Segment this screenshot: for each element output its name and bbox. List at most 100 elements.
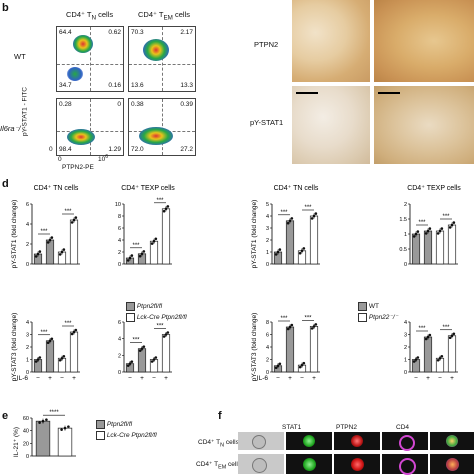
chart-ylabel: pY-STAT1 (fold change) — [251, 200, 258, 269]
cell-col-title-stat1: STAT1 — [282, 424, 302, 431]
bar — [423, 230, 433, 265]
data-point — [290, 323, 294, 327]
flow-plot-il6ra-tn: 0.28 0 98.4 1.29 — [56, 98, 124, 156]
chart-title: CD4⁺ TEXP cells — [121, 185, 175, 192]
y-tick-label: 3 — [266, 226, 269, 232]
data-point — [274, 366, 278, 370]
quadrant-value: 0.62 — [108, 29, 121, 36]
y-tick-label: 0 — [26, 454, 29, 460]
y-tick-label: 3 — [26, 333, 29, 339]
y-tick-label: 60 — [23, 416, 29, 422]
data-point — [60, 428, 63, 431]
chart-title: CD4⁺ TN cells — [274, 185, 319, 192]
data-point — [50, 337, 54, 341]
y-tick-label: 2 — [118, 353, 121, 359]
panel-b-label: b — [2, 2, 9, 14]
flow-plot-wt-tn: 64.4 0.62 34.7 0.16 — [56, 26, 124, 92]
data-point — [448, 226, 452, 229]
data-point — [290, 217, 294, 220]
flow-plot-il6ra-tem: 0.38 0.39 72.0 27.2 — [128, 98, 196, 156]
quadrant-value: 0.39 — [180, 101, 193, 108]
cell-image-ptpn2 — [334, 432, 380, 450]
y-tick-label: 5 — [266, 202, 269, 208]
y-tick-label: 1.5 — [399, 217, 407, 223]
bar — [309, 215, 319, 265]
sig-stars: *** — [442, 214, 450, 220]
quadrant-value: 98.4 — [59, 146, 72, 153]
data-point — [67, 425, 70, 428]
y-tick-label: 1 — [26, 358, 29, 364]
data-point — [166, 205, 170, 208]
y-tick-label: 4 — [118, 337, 121, 343]
cell-image-ptpn2 — [334, 454, 380, 474]
y-tick-label: 1 — [404, 232, 407, 238]
y-tick-label: 0 — [266, 370, 269, 376]
data-point — [58, 358, 62, 362]
data-point — [440, 227, 444, 230]
bar — [45, 239, 55, 265]
legend-swatch-open — [358, 313, 367, 322]
sig-stars: *** — [40, 330, 48, 336]
chart-title: CD4⁺ TN cells — [34, 185, 79, 192]
bar — [309, 326, 319, 373]
quadrant-value: 27.2 — [180, 146, 193, 153]
y-tick-label: 2 — [266, 358, 269, 364]
bar — [285, 326, 295, 373]
bar — [285, 220, 295, 265]
data-point — [130, 254, 134, 257]
flow-x-tick-1e6: 106 — [98, 154, 109, 164]
il6-state: + — [72, 375, 76, 382]
y-tick-label: 0 — [404, 370, 407, 376]
sig-stars: *** — [442, 325, 450, 331]
data-point — [130, 360, 134, 363]
sig-stars: *** — [132, 338, 140, 344]
data-point — [74, 216, 78, 219]
y-tick-label: 2 — [404, 345, 407, 351]
legend-left: Ptpn2fl/fl Lck-Cre Ptpn2fl/fl — [126, 302, 187, 322]
quadrant-value: 70.3 — [131, 29, 144, 36]
data-point — [126, 364, 130, 367]
y-tick-label: 6 — [118, 320, 121, 326]
y-tick-label: 2 — [26, 242, 29, 248]
bar — [447, 335, 457, 373]
bar — [69, 331, 79, 373]
data-point — [70, 332, 74, 336]
data-point — [34, 255, 38, 258]
data-point — [286, 221, 290, 225]
sig-stars: *** — [418, 326, 426, 332]
cell-image-stat1 — [286, 432, 332, 450]
y-tick-label: 4 — [266, 345, 269, 351]
y-tick-label: 0.5 — [399, 247, 407, 253]
data-point — [58, 253, 62, 256]
data-point — [74, 328, 78, 332]
cell-row-label-tn: CD4⁺ TN cells — [198, 439, 239, 449]
quadrant-value: 34.7 — [59, 82, 72, 89]
cell-image-brightfield — [238, 432, 284, 450]
bar — [57, 427, 73, 457]
il6-state: − — [300, 375, 304, 382]
il6-state: − — [438, 375, 442, 382]
data-point — [412, 235, 416, 238]
data-point — [38, 250, 42, 253]
panel-d-label: d — [2, 178, 9, 190]
il6-state: − — [152, 375, 156, 382]
quadrant-value: 1.29 — [108, 146, 121, 153]
sig-stars: *** — [280, 210, 288, 216]
chart-ylabel: pY-STAT3 (fold change) — [11, 313, 18, 382]
data-point — [62, 248, 66, 251]
data-point — [142, 250, 146, 253]
il6-state: + — [48, 375, 52, 382]
data-point — [314, 212, 318, 215]
y-tick-label: 6 — [26, 202, 29, 208]
y-tick-label: 4 — [26, 320, 29, 326]
cell-row-label-tem: CD4⁺ TEM cells — [196, 461, 242, 471]
sig-stars: *** — [132, 243, 140, 249]
data-point — [278, 362, 282, 366]
y-tick-label: 8 — [118, 214, 121, 220]
cell-col-title-ptpn2: PTPN2 — [336, 424, 357, 431]
data-point — [34, 360, 38, 363]
data-point — [310, 327, 314, 330]
flow-x-axis-label: PTPN2-PE — [62, 164, 94, 171]
legend-swatch-filled — [126, 302, 135, 311]
